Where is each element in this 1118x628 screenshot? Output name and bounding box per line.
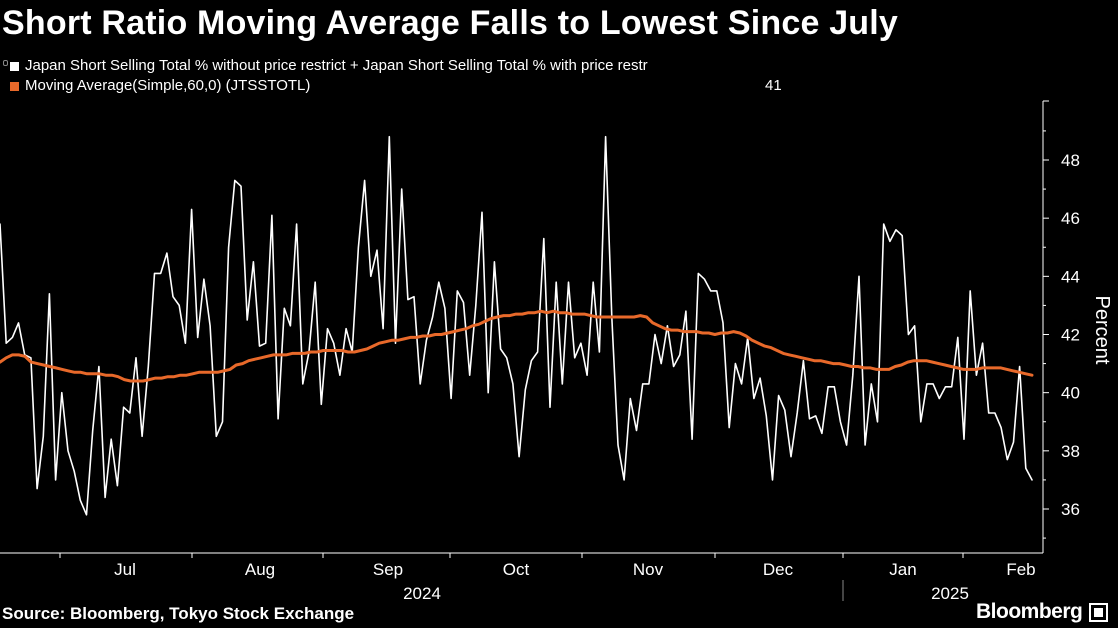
y-tick-label: 44 bbox=[1061, 267, 1080, 286]
y-axis-label: Percent bbox=[1091, 296, 1113, 365]
legend-collapse-icon[interactable] bbox=[3, 60, 8, 66]
x-tick-label: Oct bbox=[503, 560, 530, 579]
x-tick-label: Feb bbox=[1006, 560, 1035, 579]
x-tick-label: Dec bbox=[763, 560, 794, 579]
x-tick-label: Sep bbox=[373, 560, 403, 579]
y-tick-label: 46 bbox=[1061, 209, 1080, 228]
y-tick-label: 36 bbox=[1061, 500, 1080, 519]
x-year-label: 2024 bbox=[403, 584, 441, 603]
y-tick-label: 40 bbox=[1061, 384, 1080, 403]
y-tick-label: 38 bbox=[1061, 442, 1080, 461]
legend-item-series1: Japan Short Selling Total % without pric… bbox=[3, 56, 808, 76]
legend-swatch-orange bbox=[10, 81, 19, 91]
x-tick-label: Nov bbox=[633, 560, 664, 579]
series-line-moving-average bbox=[0, 309, 1034, 383]
x-tick-label: Aug bbox=[245, 560, 275, 579]
x-tick-label: Jul bbox=[114, 560, 136, 579]
legend: Japan Short Selling Total % without pric… bbox=[3, 56, 808, 96]
logo-text: Bloomberg bbox=[976, 600, 1083, 623]
legend-swatch-white bbox=[10, 61, 19, 71]
legend-label-series1: Japan Short Selling Total % without pric… bbox=[25, 57, 648, 74]
source-note: Source: Bloomberg, Tokyo Stock Exchange bbox=[2, 604, 355, 623]
bloomberg-logo: Bloomberg bbox=[976, 600, 1109, 624]
y-tick-label: 42 bbox=[1061, 326, 1080, 345]
legend-label-series2: Moving Average(Simple,60,0) (JTSSTOTL) bbox=[25, 77, 311, 94]
chart-title: Short Ratio Moving Average Falls to Lowe… bbox=[2, 4, 899, 42]
legend-item-series2: Moving Average(Simple,60,0) (JTSSTOTL) 4… bbox=[8, 76, 808, 96]
y-tick-label: 48 bbox=[1061, 151, 1080, 170]
x-tick-label: Jan bbox=[889, 560, 916, 579]
logo-box-icon bbox=[1089, 602, 1109, 622]
series-layer bbox=[0, 135, 1034, 516]
y-axis: 36 38 40 42 44 46 48 bbox=[1042, 100, 1080, 553]
legend-value-series2: 41 bbox=[765, 77, 782, 94]
x-axis: Jul Aug Sep Oct Nov Dec Jan Feb 2024 2025 bbox=[0, 552, 1043, 603]
series-line-short-ratio bbox=[0, 135, 1033, 516]
x-year-label: 2025 bbox=[931, 584, 969, 603]
